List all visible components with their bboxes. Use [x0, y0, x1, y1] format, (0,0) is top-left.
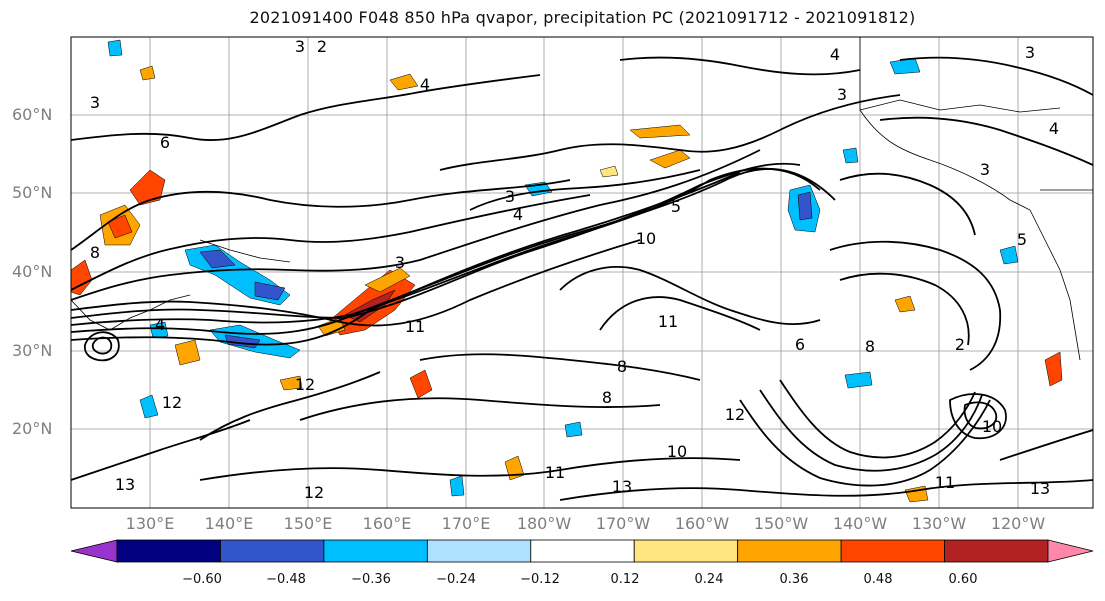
contour-label: 13 — [612, 477, 632, 496]
lon-label: 160°E — [362, 514, 412, 533]
contour-label: 3 — [980, 160, 990, 179]
colorbar-tick: 0.12 — [610, 572, 640, 587]
contour-label: 12 — [295, 375, 315, 394]
contour-label: 3 — [90, 93, 100, 112]
colorbar-segment — [840, 539, 945, 563]
contour-label: 3 — [1025, 43, 1035, 62]
contour-label: 3 — [837, 85, 847, 104]
contour-label: 13 — [1030, 479, 1050, 498]
contour-label: 4 — [830, 45, 840, 64]
contour-label: 12 — [725, 405, 745, 424]
contour-label: 4 — [155, 315, 165, 334]
colorbar-tick: 0.48 — [863, 572, 893, 587]
contour-label: 3 — [395, 253, 405, 272]
colorbar-segment — [530, 539, 635, 563]
contour-label: 11 — [658, 312, 678, 331]
colorbar — [70, 539, 1094, 563]
lat-label: 20°N — [12, 419, 53, 438]
colorbar-extend-high — [1047, 539, 1094, 563]
colorbar-tick: 0.60 — [948, 572, 978, 587]
lat-label: 50°N — [12, 183, 53, 202]
contour-label: 8 — [865, 337, 875, 356]
contour-label: 2 — [317, 37, 327, 56]
colorbar-segment — [944, 539, 1049, 563]
lon-label: 140°E — [204, 514, 254, 533]
lat-label: 40°N — [12, 262, 53, 281]
contour-label: 3 — [295, 37, 305, 56]
lon-label: 180°W — [516, 514, 572, 533]
contour-label: 6 — [160, 133, 170, 152]
colorbar-extend-low — [70, 539, 118, 563]
colorbar-segment — [737, 539, 842, 563]
lon-label: 170°E — [441, 514, 491, 533]
colorbar-tick: 0.24 — [694, 572, 724, 587]
contour-label: 12 — [304, 483, 324, 502]
colorbar-tick: 0.36 — [779, 572, 809, 587]
contour-label: 8 — [602, 388, 612, 407]
contour-label: 12 — [162, 393, 182, 412]
contour-label: 5 — [1017, 230, 1027, 249]
lon-label: 130°E — [125, 514, 175, 533]
colorbar-segment — [633, 539, 739, 563]
colorbar-tick: −0.12 — [520, 572, 560, 587]
contour-label: 13 — [115, 475, 135, 494]
lat-label: 30°N — [12, 341, 53, 360]
lon-label: 140°W — [832, 514, 888, 533]
colorbar-segment — [116, 539, 221, 563]
colorbar-tick: −0.36 — [351, 572, 391, 587]
contour-label: 2 — [955, 335, 965, 354]
contour-label: 8 — [617, 357, 627, 376]
colorbar-tick: −0.24 — [436, 572, 476, 587]
colorbar-tick: −0.60 — [182, 572, 222, 587]
contour-label: 10 — [636, 229, 656, 248]
contour-label: 3 — [505, 187, 515, 206]
contour-label: 4 — [420, 75, 430, 94]
coastlines — [71, 37, 1093, 361]
colorbar-segment — [426, 539, 532, 563]
qvapor-contours — [71, 56, 1093, 501]
contour-label: 10 — [667, 442, 687, 461]
lon-label: 120°W — [990, 514, 1046, 533]
contour-label: 5 — [671, 197, 681, 216]
contour-label: 11 — [545, 463, 565, 482]
contour-label: 8 — [90, 243, 100, 262]
contour-label: 6 — [795, 335, 805, 354]
colorbar-segment — [323, 539, 428, 563]
colorbar-segment — [220, 539, 325, 563]
lon-label: 160°W — [674, 514, 730, 533]
lon-label: 130°W — [911, 514, 967, 533]
lat-label: 60°N — [12, 105, 53, 124]
contour-label: 4 — [1049, 119, 1059, 138]
colorbar-tick: −0.48 — [266, 572, 306, 587]
contour-label: 4 — [513, 205, 523, 224]
contour-labels: 3 2 4 3 6 3 4 3 4 5 3 10 3 3 4 11 6 8 8 … — [90, 37, 1059, 502]
figure-title: 2021091400 F048 850 hPa qvapor, precipit… — [249, 8, 916, 27]
contour-label: 11 — [405, 317, 425, 336]
lon-label: 150°W — [753, 514, 809, 533]
contour-label: 11 — [935, 473, 955, 492]
lon-label: 150°E — [283, 514, 333, 533]
contour-label: 10 — [982, 417, 1002, 436]
lon-label: 170°W — [595, 514, 651, 533]
